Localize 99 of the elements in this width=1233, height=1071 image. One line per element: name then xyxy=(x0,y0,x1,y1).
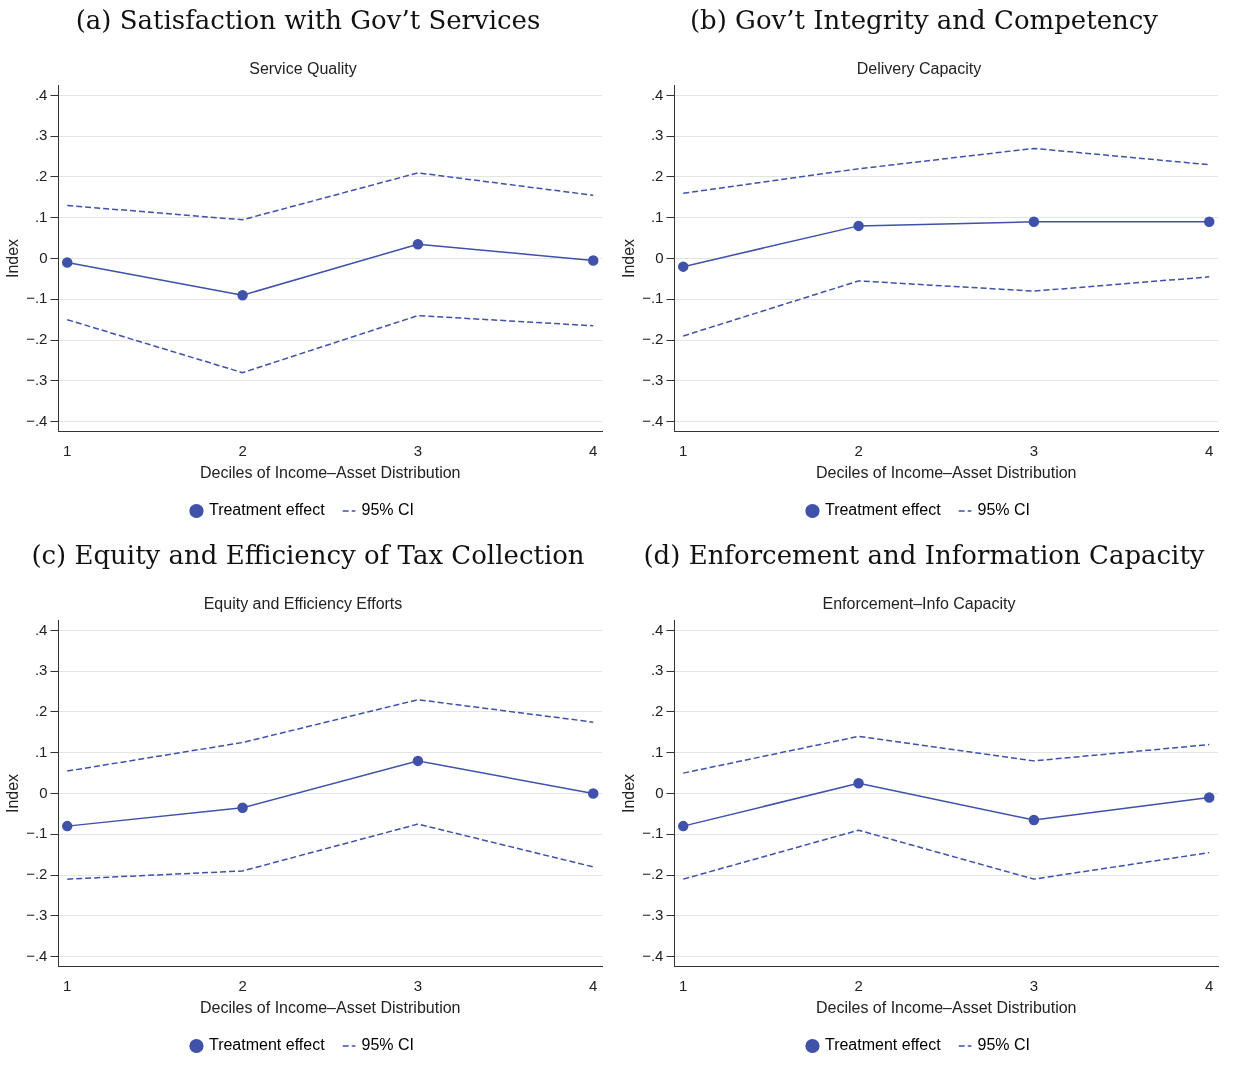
y-tick-label: −.4 xyxy=(642,411,664,429)
point xyxy=(1203,216,1215,228)
y-tick-label: .4 xyxy=(34,85,48,103)
y-tick-label: 0 xyxy=(39,248,48,266)
y-tick-label: 0 xyxy=(655,783,664,801)
chart-subtitle: Enforcement–Info Capacity xyxy=(822,595,1016,613)
y-tick-label: −.2 xyxy=(26,330,48,348)
y-tick-label: .3 xyxy=(34,126,48,144)
y-axis-title: Index xyxy=(620,238,638,279)
x-tick-label: 3 xyxy=(1029,976,1039,994)
y-tick-label: .2 xyxy=(34,702,48,720)
point xyxy=(237,289,248,301)
line-series xyxy=(682,735,1210,774)
x-tick-label: 1 xyxy=(679,441,688,459)
x-tick-label: 2 xyxy=(238,441,247,459)
y-tick-label: −.4 xyxy=(642,946,664,964)
y-tick-label: .1 xyxy=(650,207,664,225)
y-tick-label: 0 xyxy=(39,783,48,801)
y-tick-label: .1 xyxy=(34,742,48,760)
point xyxy=(853,778,864,789)
x-tick-label: 1 xyxy=(63,441,72,459)
y-tick-label: .2 xyxy=(650,702,664,720)
point xyxy=(1028,216,1040,228)
y-tick-label: −.3 xyxy=(26,905,48,923)
x-tick-label: 4 xyxy=(589,976,598,994)
x-tick-label: 3 xyxy=(1029,441,1039,459)
x-tick-label: 2 xyxy=(854,441,863,459)
y-tick-label: 0 xyxy=(655,248,664,266)
y-tick-label: .3 xyxy=(650,661,664,679)
line-series xyxy=(66,698,594,772)
y-tick-label: −.2 xyxy=(642,330,664,348)
point xyxy=(61,257,73,268)
point xyxy=(587,788,599,799)
y-axis-title: Index xyxy=(620,773,638,814)
legend-label: 95% CI xyxy=(977,1036,1031,1054)
y-tick-label: .3 xyxy=(34,661,48,679)
y-tick-label: −.3 xyxy=(26,370,48,388)
y-axis-title: Index xyxy=(4,238,22,279)
y-tick-label: −.4 xyxy=(26,411,48,429)
x-tick-label: 2 xyxy=(854,976,863,994)
point xyxy=(61,820,73,832)
x-tick-label: 3 xyxy=(413,441,423,459)
y-tick-label: −.1 xyxy=(26,289,48,307)
chart-subtitle: Delivery Capacity xyxy=(856,60,982,78)
line-series xyxy=(66,314,594,374)
line-series xyxy=(66,172,594,221)
point xyxy=(1203,792,1215,803)
x-tick-label: 4 xyxy=(589,441,598,459)
line-series xyxy=(66,823,594,880)
point xyxy=(412,238,424,250)
x-tick-label: 1 xyxy=(679,976,688,994)
y-tick-label: −.4 xyxy=(26,946,48,964)
legend-label: 95% CI xyxy=(361,1036,415,1054)
x-tick-label: 3 xyxy=(413,976,423,994)
y-tick-label: .4 xyxy=(650,85,664,103)
chart-subtitle: Equity and Efficiency Efforts xyxy=(203,595,403,613)
x-tick-label: 2 xyxy=(238,976,247,994)
legend-label: Treatment effect xyxy=(824,501,942,519)
y-tick-label: .1 xyxy=(650,742,664,760)
point xyxy=(1028,814,1040,826)
chart-title: (c) Equity and Efficiency of Tax Collection xyxy=(30,539,586,572)
y-tick-label: −.3 xyxy=(642,905,664,923)
legend-label: Treatment effect xyxy=(208,1036,326,1054)
point xyxy=(587,255,599,266)
y-tick-label: −.3 xyxy=(642,370,664,388)
line-series xyxy=(682,147,1210,195)
legend-label: Treatment effect xyxy=(208,501,326,519)
y-tick-label: −.1 xyxy=(642,824,664,842)
point xyxy=(677,261,689,272)
x-tick-label: 4 xyxy=(1205,441,1214,459)
y-tick-label: .2 xyxy=(34,167,48,185)
x-tick-label: 1 xyxy=(63,976,72,994)
chart-title: (b) Gov’t Integrity and Competency xyxy=(688,4,1160,37)
y-tick-label: .4 xyxy=(650,620,664,638)
x-tick-label: 4 xyxy=(1205,976,1214,994)
legend-label: 95% CI xyxy=(361,501,415,519)
point xyxy=(677,820,689,832)
chart-subtitle: Service Quality xyxy=(249,60,357,78)
y-tick-label: .4 xyxy=(34,620,48,638)
legend-label: 95% CI xyxy=(977,501,1031,519)
y-tick-label: −.1 xyxy=(26,824,48,842)
y-axis-title: Index xyxy=(4,773,22,814)
x-axis-title: Deciles of Income–Asset Distribution xyxy=(815,463,1077,481)
y-tick-label: −.1 xyxy=(642,289,664,307)
x-axis-title: Deciles of Income–Asset Distribution xyxy=(815,998,1077,1016)
y-tick-label: .1 xyxy=(34,207,48,225)
y-tick-label: −.2 xyxy=(642,865,664,883)
x-axis-title: Deciles of Income–Asset Distribution xyxy=(199,998,461,1016)
legend-label: Treatment effect xyxy=(824,1036,942,1054)
point xyxy=(237,802,248,814)
point xyxy=(853,220,864,232)
x-axis-title: Deciles of Income–Asset Distribution xyxy=(199,463,461,481)
point xyxy=(412,755,424,767)
y-tick-label: .2 xyxy=(650,167,664,185)
y-tick-label: .3 xyxy=(650,126,664,144)
y-tick-label: −.2 xyxy=(26,865,48,883)
chart-title: (d) Enforcement and Information Capacity xyxy=(642,539,1206,572)
chart-title: (a) Satisfaction with Gov’t Services xyxy=(74,4,542,37)
line-series xyxy=(682,276,1210,337)
